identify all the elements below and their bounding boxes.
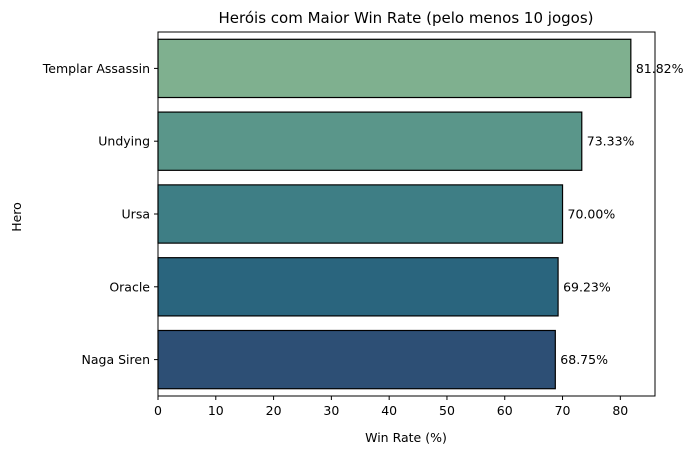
- bar: [157, 257, 559, 317]
- bar-value-label: 70.00%: [568, 207, 616, 222]
- bar-value-label: 81.82%: [636, 61, 684, 76]
- y-axis-title: Hero: [9, 202, 24, 232]
- bar: [157, 329, 556, 390]
- y-tick-label: Oracle: [109, 279, 150, 294]
- y-tick-label: Naga Siren: [82, 352, 150, 367]
- y-tick-label: Undying: [98, 134, 150, 149]
- x-tick-label: 50: [439, 403, 455, 418]
- x-tick-label: 20: [266, 403, 282, 418]
- plot-frame: [157, 31, 656, 397]
- x-tick-label: 70: [555, 403, 571, 418]
- x-tick-label: 80: [612, 403, 628, 418]
- x-tick-label: 30: [323, 403, 339, 418]
- y-tick-label: Ursa: [122, 207, 150, 222]
- y-tick-label: Templar Assassin: [42, 61, 150, 76]
- plot-area: 81.82% Templar Assassin 73.33% Undying 70.00…: [42, 31, 684, 418]
- x-tick-label: 10: [208, 403, 224, 418]
- chart-title: Heróis com Maior Win Rate (pelo menos 10…: [219, 9, 594, 27]
- bar: [157, 111, 583, 171]
- bar: [157, 38, 632, 99]
- x-tick-label: 0: [154, 403, 162, 418]
- bar: [157, 184, 564, 244]
- x-tick-label: 40: [381, 403, 397, 418]
- x-axis-title: Win Rate (%): [365, 430, 447, 445]
- bar-value-label: 73.33%: [587, 134, 635, 149]
- bar-value-label: 68.75%: [560, 352, 608, 367]
- x-tick-label: 60: [497, 403, 513, 418]
- bar-value-label: 69.23%: [563, 279, 611, 294]
